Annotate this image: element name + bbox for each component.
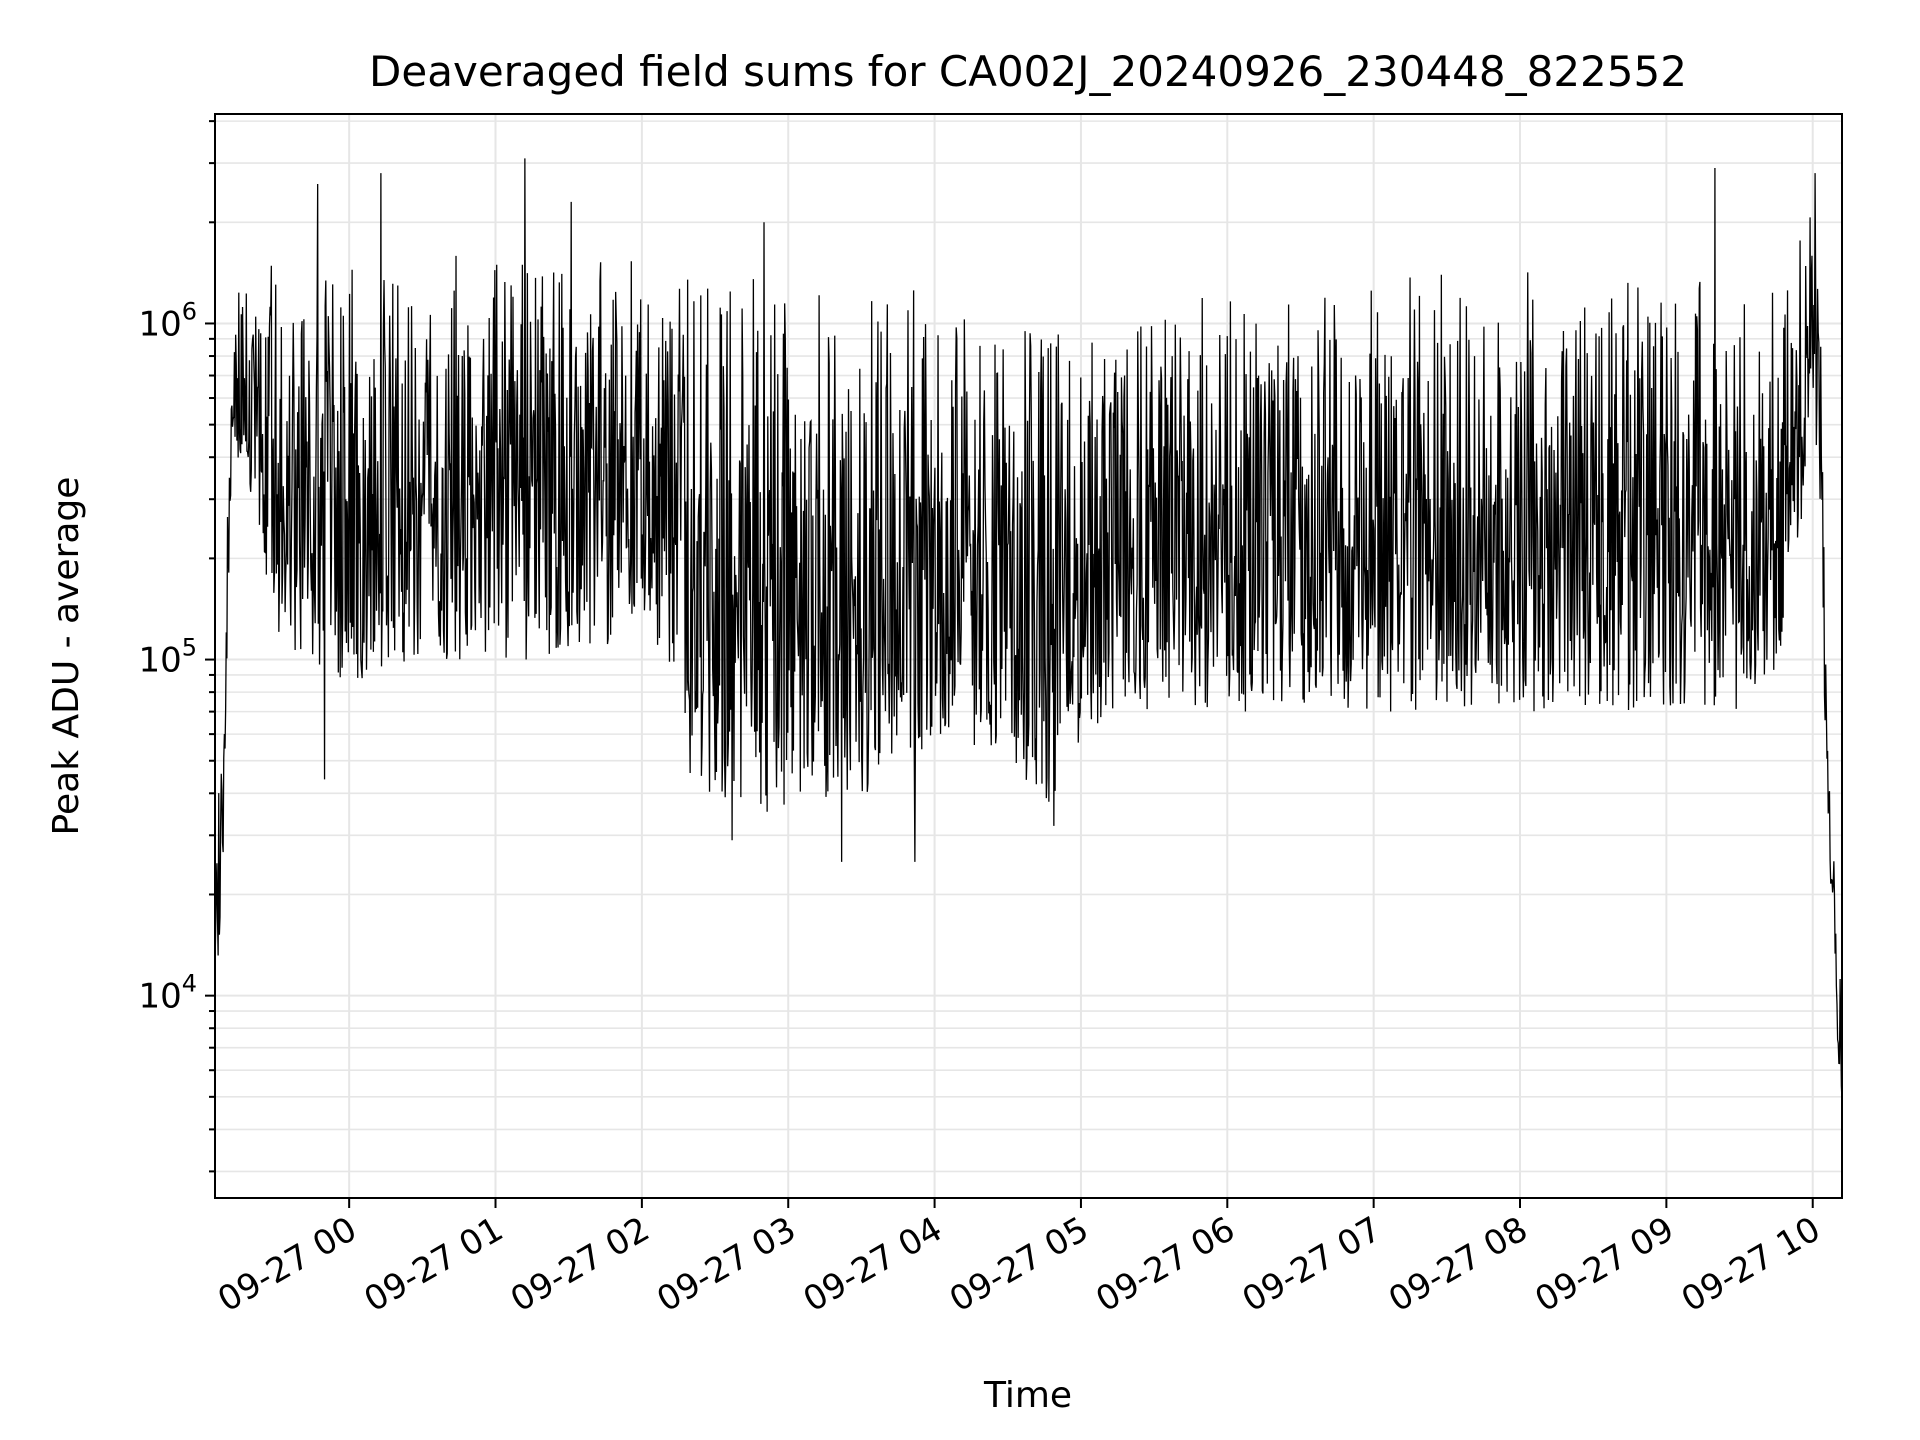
- y-tick-label: 105: [138, 634, 197, 681]
- y-axis-label: Peak ADU - average: [46, 477, 87, 836]
- series-line: [214, 158, 1843, 1101]
- plot-frame: [214, 113, 1843, 1199]
- x-axis-label: Time: [983, 1375, 1072, 1416]
- y-axis-ticks: 104 105 106: [138, 120, 215, 1173]
- y-tick-label: 106: [138, 297, 197, 344]
- series-path: [214, 158, 1843, 1101]
- chart-title: Deaveraged field sums for CA002J_2024092…: [369, 47, 1687, 96]
- y-tick-label: 104: [138, 970, 197, 1017]
